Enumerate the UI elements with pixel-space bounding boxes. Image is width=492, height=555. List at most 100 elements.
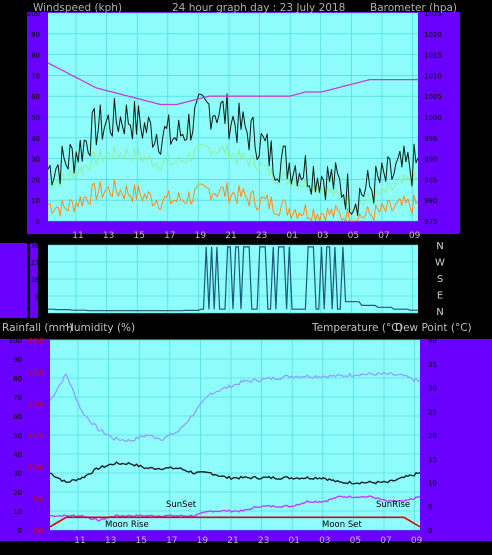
humidity-tick-label: 30	[13, 470, 22, 478]
sunrise-label: SunRise	[376, 500, 410, 510]
temperature-tick-label: 25	[428, 408, 437, 416]
series-temperature	[49, 461, 421, 485]
wind-tick-label: 60	[31, 93, 40, 101]
wind-tick-label: 20	[31, 176, 40, 184]
x-tick-label: 19	[195, 231, 207, 241]
moon-rise-label: Moon Rise	[105, 520, 149, 530]
x-tick-label: 15	[135, 536, 146, 546]
series-wind-gust	[47, 93, 419, 216]
compass-label: W	[435, 258, 445, 269]
series-rainfall	[49, 516, 421, 528]
x-tick-label: 15	[133, 231, 144, 241]
series-wind-low	[47, 179, 419, 222]
rainfall-axis-title: Rainfall (mm)	[2, 322, 73, 334]
x-tick-label: 03	[319, 536, 330, 546]
sunset-label: SunSet	[166, 500, 197, 510]
chart-layer: 0102030405060708090100975980985990995100…	[9, 10, 445, 546]
humidity-tick-label: 0	[18, 527, 22, 535]
barometer-tick-label: 980	[424, 197, 437, 205]
humidity-tick-label: 60	[13, 413, 22, 421]
x-tick-label: 01	[288, 536, 299, 546]
wind-tick-label: 90	[31, 31, 40, 39]
graph-title: 24 hour graph day : 23 July 2018	[172, 2, 345, 14]
x-tick-label: 07	[380, 536, 391, 546]
x-tick-label: 01	[286, 231, 297, 241]
x-tick-label: 09	[411, 536, 423, 546]
barometer-tick-label: 1015	[424, 52, 442, 60]
direction-tick-label: 180	[31, 276, 44, 284]
temperature-tick-label: 5	[428, 503, 432, 511]
series-wind-direction	[48, 246, 418, 312]
direction-tick-label: 90	[35, 293, 44, 301]
temperature-tick-label: 15	[428, 456, 437, 464]
x-tick-label: 05	[348, 231, 359, 241]
wind-axis-title: Windspeed (kph)	[33, 2, 122, 14]
x-tick-label: 21	[225, 231, 236, 241]
x-tick-label: 05	[350, 536, 361, 546]
wind-tick-label: 80	[31, 52, 40, 60]
wind-tick-label: 100	[27, 10, 40, 18]
rain-tick-label: 30.0	[28, 337, 44, 345]
x-tick-label: 17	[164, 231, 175, 241]
barometer-tick-label: 995	[424, 135, 437, 143]
direction-tick-label: 270	[31, 259, 44, 267]
temperature-tick-label: 35	[428, 361, 437, 369]
wind-tick-label: 30	[31, 156, 40, 164]
dewpoint-axis-title: Dew Point (°C)	[395, 322, 472, 334]
barometer-tick-label: 1025	[424, 10, 442, 18]
wind-tick-label: 40	[31, 135, 40, 143]
wind-tick-label: 10	[31, 197, 40, 205]
temperature-tick-label: 40	[428, 337, 437, 345]
x-tick-label: 09	[409, 231, 421, 241]
humidity-axis-title: Humidity (%)	[66, 322, 135, 334]
rain-tick-label: 5.0	[33, 495, 44, 503]
x-tick-label: 19	[197, 536, 209, 546]
x-tick-label: 17	[166, 536, 177, 546]
rain-tick-label: 20.0	[28, 400, 44, 408]
temperature-tick-label: 20	[428, 432, 437, 440]
barometer-axis-title: Barometer (hpa)	[370, 2, 457, 14]
x-tick-label: 13	[103, 231, 114, 241]
rain-tick-label: 25.0	[28, 369, 44, 377]
direction-tick-label: 360	[31, 242, 44, 250]
x-tick-label: 11	[74, 536, 85, 546]
barometer-tick-label: 1010	[424, 72, 442, 80]
barometer-tick-label: 1020	[424, 31, 442, 39]
humidity-tick-label: 40	[13, 451, 22, 459]
direction-tick-label: 0	[40, 310, 44, 318]
x-tick-label: 21	[227, 536, 238, 546]
barometer-tick-label: 1005	[424, 93, 442, 101]
temperature-tick-label: 30	[428, 385, 437, 393]
barometer-tick-label: 1000	[424, 114, 442, 122]
barometer-tick-label: 985	[424, 176, 437, 184]
dir-left-strip	[30, 243, 38, 318]
wind-tick-label: 70	[31, 72, 40, 80]
humidity-tick-label: 10	[13, 508, 22, 516]
moon-set-label: Moon Set	[322, 520, 362, 530]
series-barometer	[47, 62, 418, 106]
x-tick-label: 07	[378, 231, 389, 241]
barometer-tick-label: 975	[424, 218, 437, 226]
compass-label: N	[436, 241, 443, 252]
humidity-tick-label: 80	[13, 375, 22, 383]
series-humidity	[49, 372, 421, 443]
humidity-tick-label: 70	[13, 394, 22, 402]
compass-label: S	[437, 274, 443, 285]
rain-tick-label: 10.0	[28, 464, 44, 472]
wind-tick-label: 0	[36, 218, 40, 226]
temperature-axis-title: Temperature (°C)	[311, 322, 403, 334]
humidity-tick-label: 50	[13, 432, 22, 440]
barometer-tick-label: 990	[424, 156, 437, 164]
compass-label: N	[436, 307, 443, 318]
x-tick-label: 23	[258, 536, 269, 546]
humidity-tick-label: 20	[13, 489, 22, 497]
x-tick-label: 03	[317, 231, 328, 241]
humidity-tick-label: 100	[9, 337, 22, 345]
wind-tick-label: 50	[31, 114, 40, 122]
x-tick-label: 23	[256, 231, 267, 241]
x-tick-label: 11	[72, 231, 83, 241]
rain-tick-label: 15.0	[28, 432, 44, 440]
rain-tick-label: 0.0	[33, 527, 44, 535]
